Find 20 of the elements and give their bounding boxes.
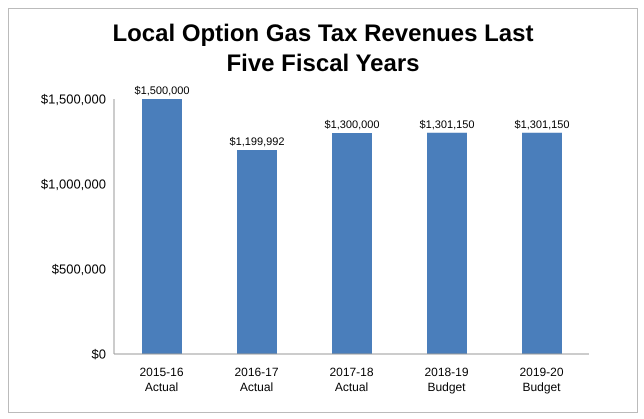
- data-label: $1,300,000: [324, 119, 380, 131]
- bar: [427, 132, 467, 354]
- data-label: $1,199,992: [229, 136, 285, 148]
- x-tick-label: 2018-19 Budget: [424, 365, 469, 394]
- y-tick-label: $1,000,000: [40, 176, 106, 192]
- y-tick-label: $0: [92, 346, 106, 362]
- bar: [332, 133, 372, 354]
- bar: [237, 150, 277, 354]
- x-tick-label: 2019-20 Budget: [519, 365, 564, 394]
- y-tick-label: $1,500,000: [40, 92, 106, 107]
- chart-title: Local Option Gas Tax Revenues Last Five Fiscal Years: [111, 19, 534, 79]
- x-tick-label: 2017-18 Actual: [329, 365, 374, 394]
- x-tick-label: 2016-17 Actual: [234, 365, 279, 394]
- x-tick-label: 2015-16 Actual: [139, 365, 184, 394]
- data-label: $1,301,150: [419, 118, 475, 131]
- bar: [142, 99, 182, 354]
- data-label: $1,301,150: [514, 118, 570, 131]
- data-label: $1,500,000: [134, 85, 190, 97]
- y-tick-label: $500,000: [52, 262, 106, 277]
- bar: [522, 132, 562, 354]
